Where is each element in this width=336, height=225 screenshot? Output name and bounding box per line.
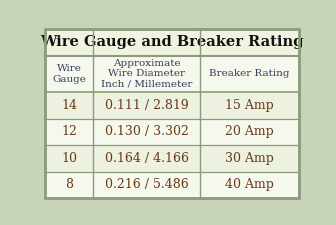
FancyBboxPatch shape — [45, 119, 299, 145]
Text: 15 Amp: 15 Amp — [225, 99, 274, 112]
FancyBboxPatch shape — [45, 29, 299, 198]
Text: Approximate
Wire Diameter
Inch / Millemeter: Approximate Wire Diameter Inch / Milleme… — [101, 59, 193, 89]
Text: 14: 14 — [61, 99, 77, 112]
FancyBboxPatch shape — [45, 145, 299, 172]
FancyBboxPatch shape — [45, 29, 299, 56]
Text: 0.130 / 3.302: 0.130 / 3.302 — [105, 125, 189, 138]
Text: Wire Gauge and Breaker Rating: Wire Gauge and Breaker Rating — [41, 35, 304, 50]
FancyBboxPatch shape — [45, 92, 299, 119]
Text: 30 Amp: 30 Amp — [225, 152, 274, 165]
Text: 40 Amp: 40 Amp — [225, 178, 274, 191]
Text: 8: 8 — [65, 178, 73, 191]
Text: Breaker Rating: Breaker Rating — [209, 70, 290, 79]
Text: 0.216 / 5.486: 0.216 / 5.486 — [105, 178, 188, 191]
Text: 0.111 / 2.819: 0.111 / 2.819 — [105, 99, 188, 112]
FancyBboxPatch shape — [45, 172, 299, 198]
Text: 20 Amp: 20 Amp — [225, 125, 274, 138]
Text: Wire
Gauge: Wire Gauge — [52, 64, 86, 84]
Text: 10: 10 — [61, 152, 77, 165]
FancyBboxPatch shape — [45, 56, 299, 92]
Text: 12: 12 — [61, 125, 77, 138]
Text: 0.164 / 4.166: 0.164 / 4.166 — [105, 152, 189, 165]
